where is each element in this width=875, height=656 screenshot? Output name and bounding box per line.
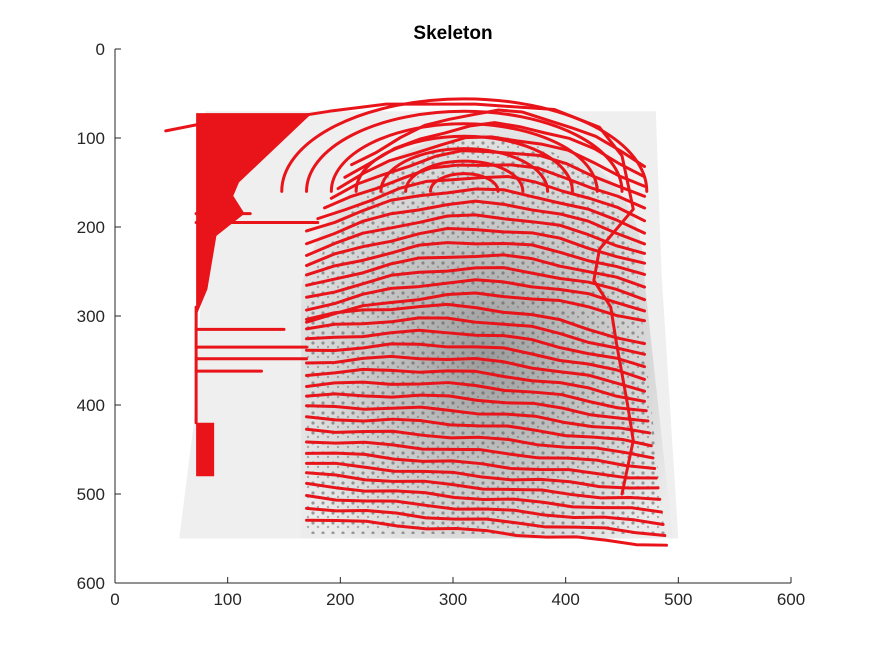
skeleton-ridge: [305, 506, 667, 538]
skeleton-ridge: [305, 199, 647, 246]
skeleton-ridge: [350, 108, 647, 168]
skeleton-ridge: [305, 316, 647, 356]
x-axis-ticks: 0 100 200 300 400 500 600: [110, 577, 805, 609]
x-tick-label: 100: [213, 590, 241, 609]
skeleton-core-loop: [354, 134, 574, 193]
skeleton-overlay: [164, 97, 669, 547]
x-tick-label: 300: [439, 590, 467, 609]
skeleton-ridge: [305, 213, 647, 257]
chart-title: Skeleton: [413, 23, 492, 44]
skeleton-ridge: [305, 227, 647, 268]
axes: 0 100 200 300 400 500 600 0 100 200 300 400 500 600: [77, 40, 806, 609]
skeleton-ridge: [305, 328, 647, 369]
skeleton-ridge: [305, 241, 647, 277]
skeleton-ridge: [305, 427, 655, 460]
skeleton-ridge: [305, 471, 662, 501]
skeleton-ridge: [305, 302, 647, 346]
y-tick-label: 500: [77, 485, 105, 504]
x-tick-label: 0: [110, 590, 119, 609]
skeleton-core-loop: [329, 122, 599, 193]
y-tick-label: 300: [77, 307, 105, 326]
fingerprint-texture: [306, 133, 665, 535]
skeleton-ridge: [323, 163, 647, 210]
skeleton-ridge: [305, 404, 652, 435]
x-tick-label: 500: [664, 590, 692, 609]
y-tick-label: 100: [77, 129, 105, 148]
skeleton-ridge: [305, 392, 650, 423]
skeleton-ridge: [305, 278, 647, 313]
skeleton-ridge: [305, 494, 665, 527]
skeleton-ridge: [305, 187, 647, 235]
skeleton-ridge: [305, 440, 657, 470]
skeleton-ridge: [305, 342, 647, 381]
y-tick-label: 600: [77, 574, 105, 593]
skeleton-core-loop: [428, 172, 500, 193]
skeleton-ridge: [316, 175, 647, 223]
x-tick-label: 400: [551, 590, 579, 609]
y-axis-ticks: 0 100 200 300 400 500 600: [77, 40, 121, 593]
skeleton-outline: [164, 102, 635, 496]
y-tick-label: 400: [77, 396, 105, 415]
skeleton-ridge: [305, 461, 660, 490]
skeleton-core-loop: [280, 97, 649, 193]
x-tick-label: 200: [326, 590, 354, 609]
y-tick-label: 200: [77, 218, 105, 237]
skeleton-ridge: [305, 415, 653, 448]
skeleton-ridge: [305, 354, 647, 393]
skeleton-core-loop: [305, 109, 624, 193]
skeleton-ridge: [305, 253, 647, 289]
y-tick-label: 0: [96, 40, 105, 59]
skeleton-ridge: [305, 380, 648, 413]
skeleton-ridge: [305, 451, 658, 480]
skeleton-border-fill: [196, 422, 215, 477]
x-tick-label: 600: [777, 590, 805, 609]
skeleton-ridge: [305, 266, 647, 302]
skeleton-border-fill: [196, 113, 313, 316]
skeleton-core-loop: [404, 159, 525, 193]
skeleton-ridge: [305, 367, 647, 403]
skeleton-ridge: [305, 518, 669, 547]
skeleton-ridge: [305, 481, 663, 514]
skeleton-ridge: [305, 291, 647, 324]
skeleton-core-loop: [379, 147, 550, 193]
